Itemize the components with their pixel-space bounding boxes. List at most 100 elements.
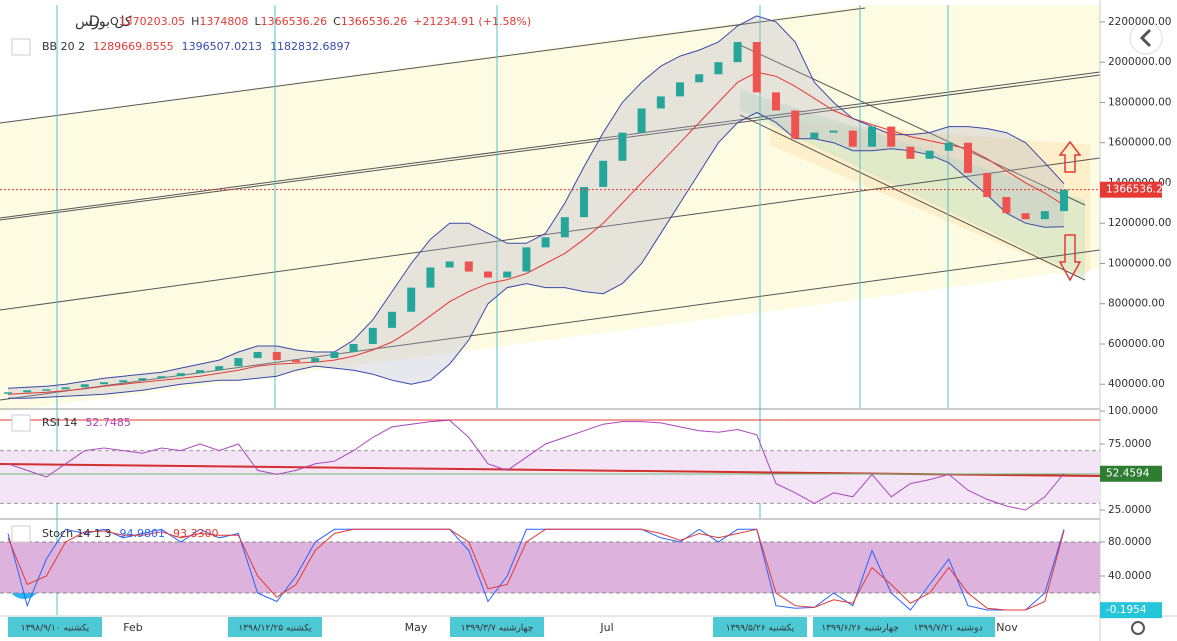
y-tick-label: 1200000.00	[1108, 217, 1171, 229]
candle-body	[944, 142, 953, 151]
y-tick-label: 75.0000	[1108, 438, 1151, 450]
legend-name: BB 20 2	[42, 40, 85, 53]
legend-value: 94.9801	[120, 527, 166, 540]
value-marker	[1100, 602, 1162, 619]
trend-lines	[0, 7, 1101, 401]
legend-value: 1396507.0213	[182, 40, 262, 53]
candle-body	[599, 160, 608, 187]
candle-body	[503, 271, 512, 278]
indicator-line	[7, 528, 1065, 611]
legend-value: 52.7485	[85, 416, 131, 429]
legend-value: 93.3300	[173, 527, 219, 540]
interval: D	[89, 14, 100, 30]
candle-body	[388, 311, 396, 328]
candle-body	[810, 132, 819, 139]
ohlc-label: L	[254, 15, 261, 28]
candle-body	[618, 132, 627, 161]
value-marker-label: 52.4594	[1106, 468, 1150, 480]
candle-body	[253, 352, 262, 359]
symbol: کل بورس	[75, 14, 132, 30]
date-box	[713, 617, 807, 637]
candle-body	[484, 271, 492, 278]
value-marker-label: 1366536.26	[1106, 184, 1170, 196]
legend-toggle	[11, 525, 31, 543]
candle-body	[714, 62, 723, 75]
ohlc-value: 1366536.26	[261, 15, 327, 28]
y-tick-label: 400000.00	[1108, 378, 1165, 390]
legend: Stoch 14 1 3 94.9801 93.3300	[42, 527, 219, 540]
indicator-line	[7, 528, 1065, 611]
trend-line	[0, 74, 1101, 221]
trend-line	[0, 157, 1101, 311]
legend-name: Stoch 14 1 3	[42, 527, 112, 540]
trend-line	[0, 71, 1101, 219]
candle-body	[580, 186, 588, 218]
candle-body	[868, 126, 876, 147]
date-box	[901, 617, 995, 637]
ohlc-value: 1366536.26	[341, 15, 407, 28]
y-tick-label: 25.0000	[1108, 504, 1151, 516]
back-button[interactable]	[1129, 21, 1163, 55]
candle-body	[1021, 213, 1030, 220]
band-fill	[8, 15, 1064, 399]
ohlc-value: 1374808	[199, 15, 248, 28]
ohlc-label: C	[333, 15, 341, 28]
legend-toggle	[11, 38, 31, 56]
candle-body	[157, 376, 166, 379]
candle-body	[560, 217, 569, 238]
candle-body	[426, 267, 435, 288]
y-tick-label: 40.0000	[1108, 570, 1151, 582]
candle-body	[522, 247, 531, 272]
candle-body	[349, 343, 358, 353]
candle-body	[234, 358, 243, 367]
date-box	[8, 617, 102, 637]
settings-button[interactable]	[1131, 621, 1145, 635]
candle-body	[23, 390, 32, 393]
candle-body	[925, 150, 934, 159]
candle-body	[1040, 211, 1049, 220]
y-tick-label: 1600000.00	[1108, 137, 1171, 149]
legend: BB 20 2 1289669.8555 1396507.0213 1182832.6…	[42, 40, 351, 53]
candle-body	[80, 384, 89, 388]
candle-body	[4, 392, 12, 394]
candle-body	[61, 387, 70, 390]
legend-toggle	[11, 414, 31, 432]
legend-name: RSI 14	[42, 416, 77, 429]
ohlc: O1370203.05 H1374808 L1366536.26 C1366536.2…	[110, 15, 531, 28]
candle-body	[829, 130, 838, 133]
legend-value: 1289669.8555	[93, 40, 173, 53]
y-tick-label: 1000000.00	[1108, 257, 1171, 269]
candle-body	[311, 358, 320, 363]
y-tick-label: 2200000.00	[1108, 16, 1171, 28]
x-tick-label: یکشنبه ۱۳۹۸/۹/۱۰	[21, 624, 90, 634]
candle-body	[272, 352, 281, 361]
candle-body	[445, 261, 454, 268]
x-tick-label: Nov	[996, 621, 1018, 634]
indicator-line	[7, 419, 1065, 511]
value-marker-label: -0.1954	[1106, 604, 1147, 616]
candle-body	[676, 82, 684, 97]
legend-value: 1182832.6897	[270, 40, 350, 53]
back-icon	[1139, 28, 1152, 48]
candle-body	[887, 126, 896, 147]
y-tick-label: 80.0000	[1108, 536, 1151, 548]
x-tick-label: دوشنبه ۱۳۹۹/۷/۲۱	[914, 624, 983, 634]
x-tick-label: چهارشنبه ۱۳۹۹/۶/۲۶	[821, 624, 898, 634]
band-line	[8, 111, 1065, 399]
ohlc-value: 1370203.05	[119, 15, 185, 28]
date-box	[813, 617, 907, 637]
y-tick-label: 600000.00	[1108, 338, 1165, 350]
x-tick-label: یکشنبه ۱۳۹۹/۵/۲۶	[726, 624, 795, 634]
candle-body	[541, 237, 550, 248]
candle-body	[733, 42, 742, 63]
y-tick-label: 100.0000	[1108, 405, 1158, 417]
candle-body	[368, 327, 377, 344]
stoch-band	[0, 542, 1100, 593]
candle-body	[906, 146, 915, 159]
date-box	[450, 617, 544, 637]
candle-body	[1002, 197, 1011, 214]
change: +21234.91 (+1.58%)	[413, 15, 531, 28]
y-tick-label: 800000.00	[1108, 298, 1165, 310]
candle-body	[407, 287, 416, 312]
